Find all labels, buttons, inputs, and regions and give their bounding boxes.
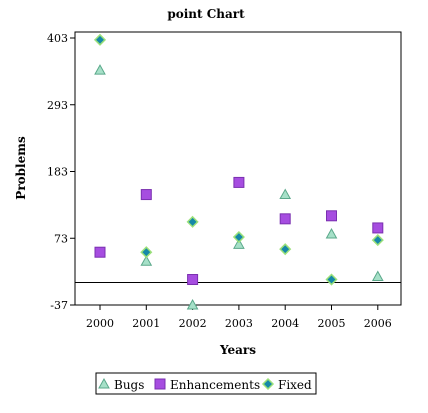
legend-bugs-icon bbox=[98, 377, 110, 389]
bugs-point bbox=[325, 227, 338, 239]
enhancements-point bbox=[94, 246, 106, 258]
legend-enhancements-label: Enhancements bbox=[170, 378, 260, 392]
y-tick-label: -37 bbox=[50, 299, 68, 312]
x-axis-title: Years bbox=[219, 343, 256, 357]
legend-box bbox=[95, 372, 317, 395]
legend-fixed-label: Fixed bbox=[278, 378, 312, 392]
x-tick-label: 2005 bbox=[318, 317, 346, 330]
y-tick-label: 293 bbox=[47, 99, 68, 112]
x-tick-label: 2001 bbox=[132, 317, 160, 330]
x-tick-label: 2003 bbox=[225, 317, 253, 330]
y-tick-label: 403 bbox=[47, 32, 68, 45]
x-tick-label: 2000 bbox=[86, 317, 114, 330]
y-axis: -37 73 183 293 403 bbox=[47, 32, 75, 312]
x-tick-label: 2002 bbox=[179, 317, 207, 330]
legend-enhancements-icon bbox=[154, 378, 166, 390]
enhancements-point bbox=[279, 213, 291, 225]
enhancements-point bbox=[187, 274, 199, 286]
bugs-point bbox=[186, 298, 199, 310]
enhancements-point bbox=[140, 189, 152, 201]
chart-title: point Chart bbox=[167, 7, 245, 21]
fixed-point bbox=[140, 246, 153, 259]
y-tick-label: 73 bbox=[54, 232, 68, 245]
bugs-point bbox=[233, 238, 245, 249]
y-tick-label: 183 bbox=[47, 166, 68, 179]
fixed-point bbox=[279, 243, 292, 256]
enhancements-point bbox=[233, 176, 245, 188]
legend: Bugs Enhancements Fixed bbox=[95, 372, 317, 395]
x-tick-label: 2006 bbox=[364, 317, 392, 330]
x-axis: 2000 2001 2002 2003 2004 2005 2006 bbox=[86, 305, 392, 330]
fixed-point bbox=[186, 215, 199, 228]
plot-area bbox=[74, 31, 402, 306]
bugs-point bbox=[94, 64, 106, 75]
enhancements-point bbox=[326, 210, 337, 222]
fixed-point bbox=[93, 33, 107, 46]
legend-fixed-icon bbox=[261, 377, 275, 391]
legend-bugs-label: Bugs bbox=[114, 378, 144, 392]
fixed-point bbox=[371, 234, 384, 247]
x-tick-label: 2004 bbox=[271, 317, 299, 330]
bugs-point bbox=[371, 270, 384, 281]
y-axis-title: Problems bbox=[14, 136, 28, 200]
data-points bbox=[93, 33, 384, 310]
fixed-point bbox=[325, 273, 338, 286]
bugs-point bbox=[140, 255, 153, 266]
bugs-point bbox=[279, 188, 292, 200]
enhancements-point bbox=[372, 222, 384, 234]
fixed-point bbox=[232, 230, 245, 244]
